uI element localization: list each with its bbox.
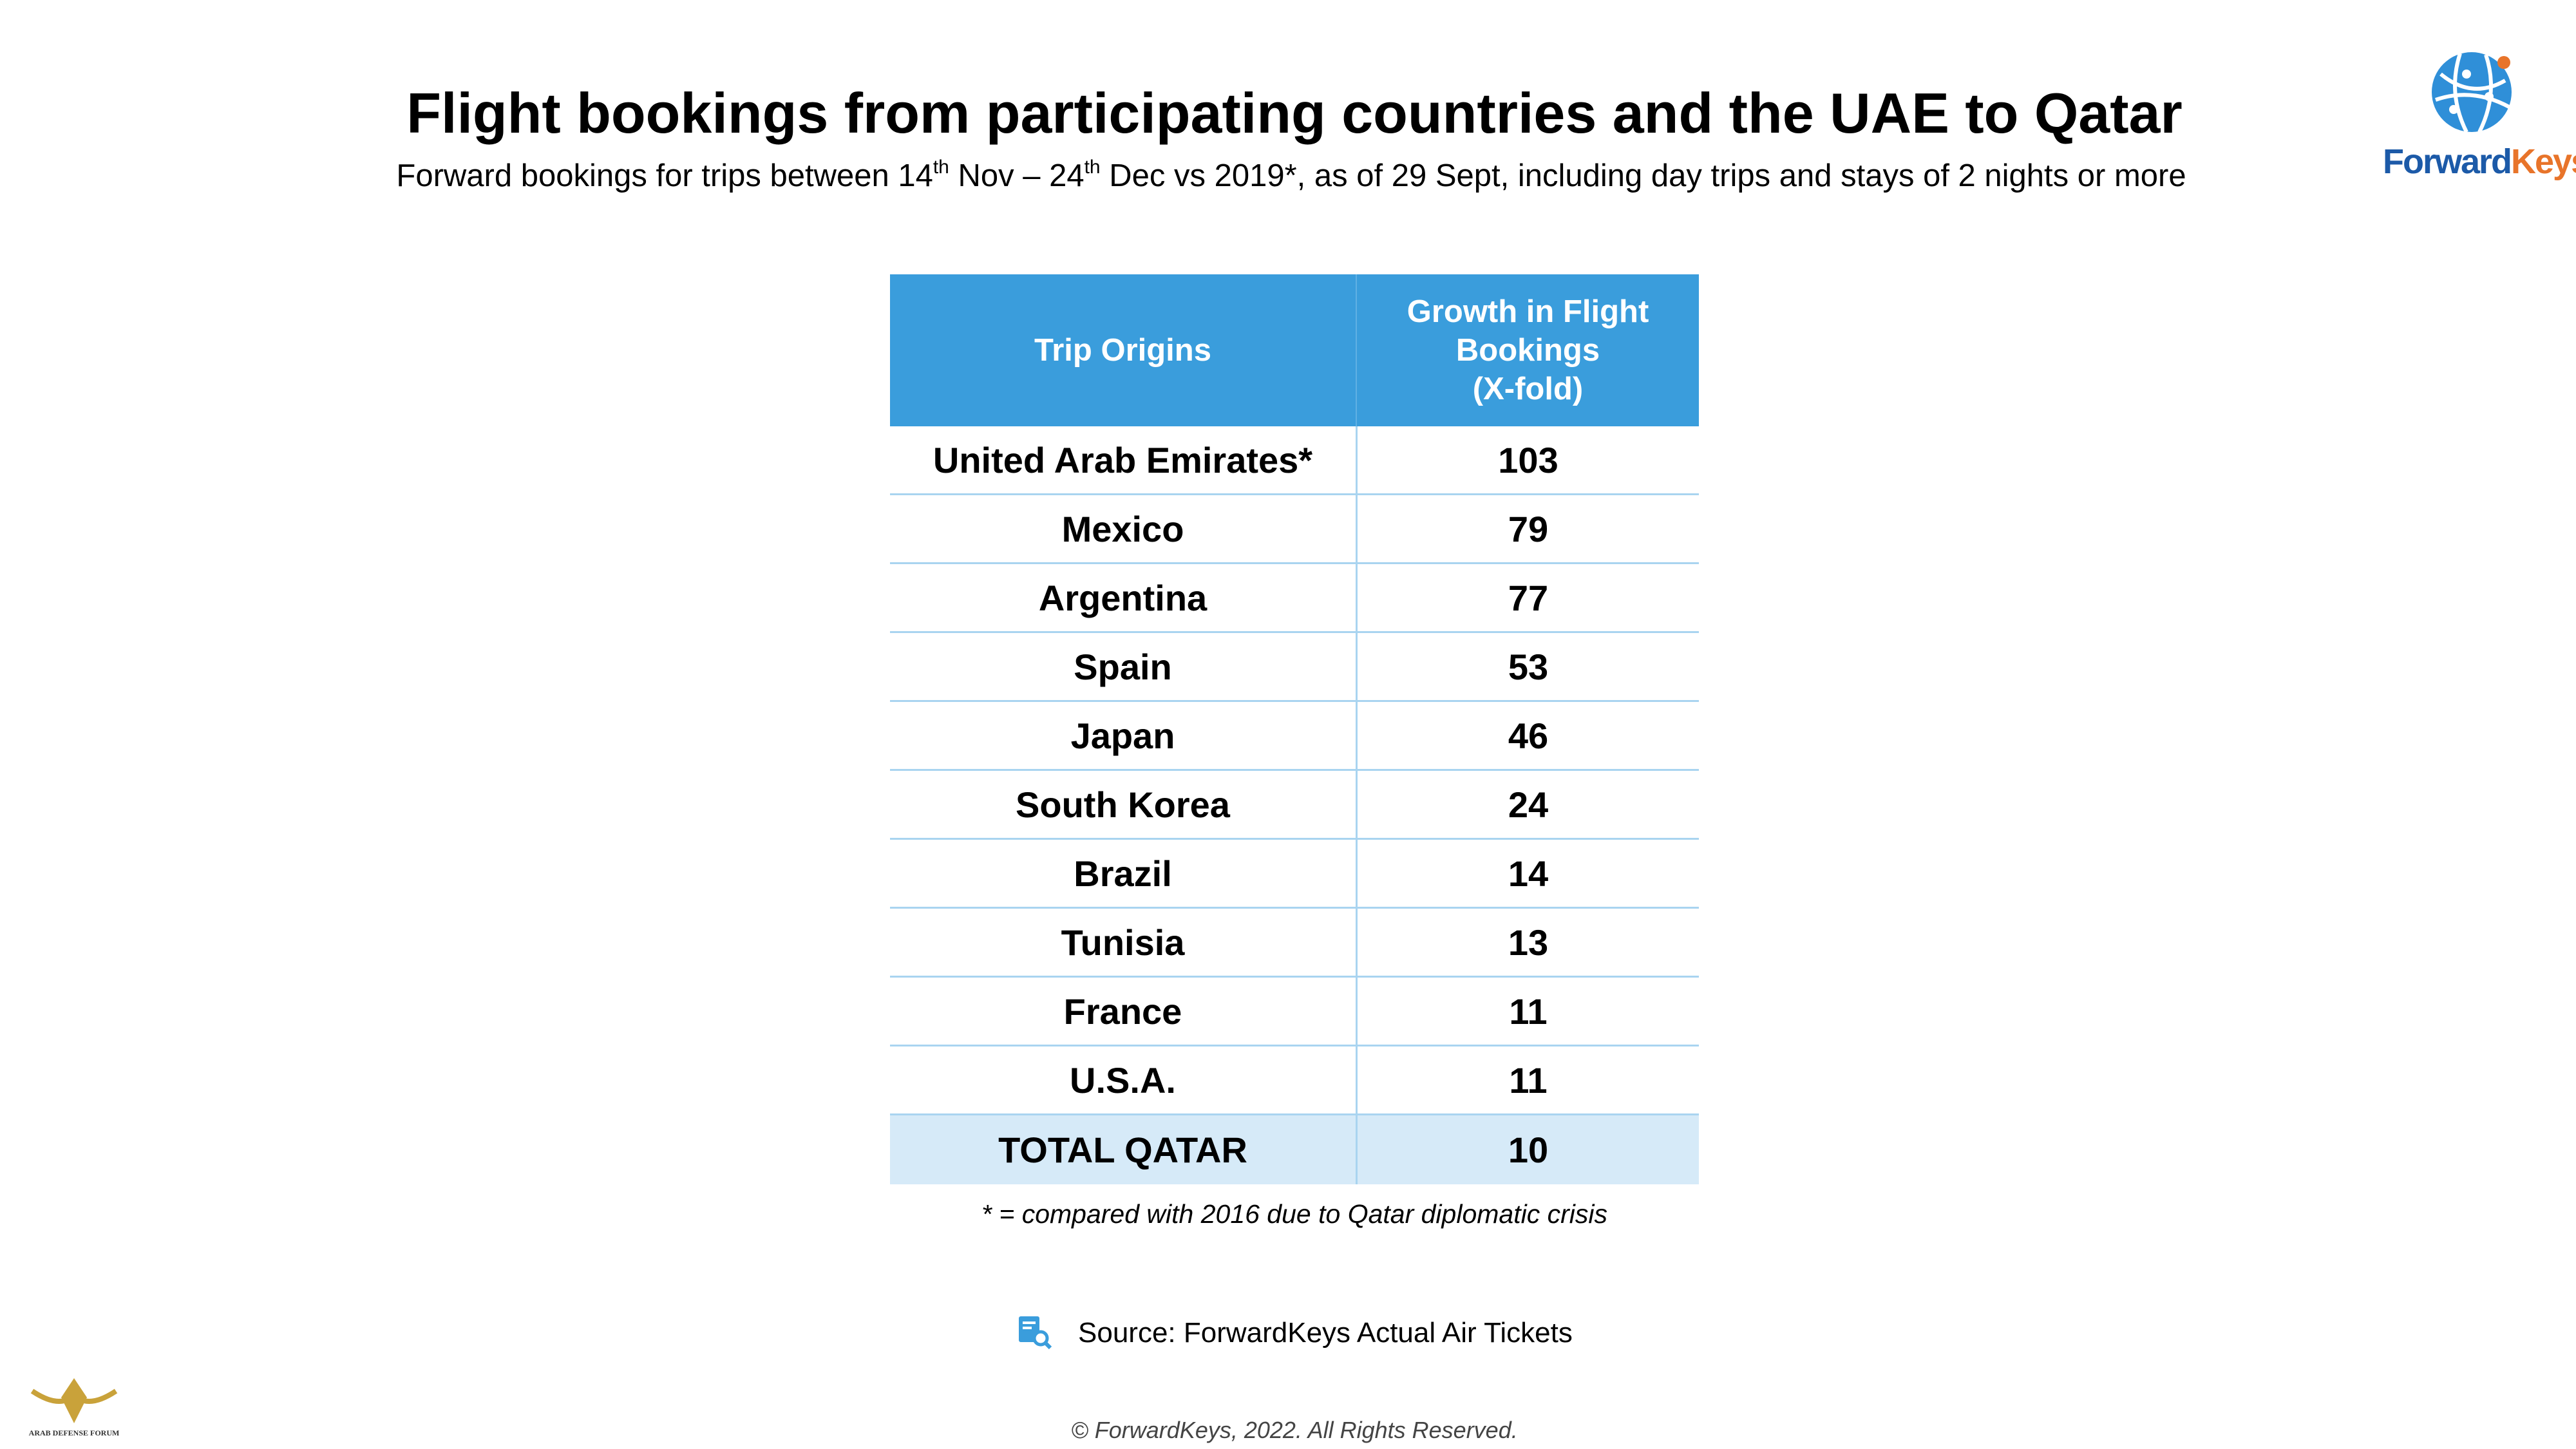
value-cell: 24 <box>1508 784 1549 825</box>
origin-cell: TOTAL QATAR <box>890 1115 1358 1184</box>
origin-cell: Tunisia <box>890 909 1358 976</box>
table: Trip Origins Growth in Flight Bookings (X-f… <box>890 274 1699 1184</box>
watermark-emblem <box>30 1378 118 1423</box>
origin-cell: South Korea <box>890 771 1358 838</box>
table-row: United Arab Emirates* 103 <box>890 426 1699 495</box>
table-row: France 11 <box>890 978 1699 1046</box>
table-row: Tunisia 13 <box>890 909 1699 978</box>
watermark: ARAB DEFENSE FORUM <box>28 1428 120 1437</box>
logo-keys: Keys <box>2511 142 2576 181</box>
subtitle-text: Dec vs 2019*, as of 29 Sept, including d… <box>1100 158 2186 193</box>
footnote: * = compared with 2016 due to Qatar dipl… <box>981 1199 1607 1229</box>
copyright: © ForwardKeys, 2022. All Rights Reserved… <box>1071 1417 1518 1443</box>
origin-cell: Spain <box>890 633 1358 700</box>
table-row: South Korea 24 <box>890 771 1699 840</box>
table-row: Japan 46 <box>890 702 1699 771</box>
logo-forward: Forward <box>2383 142 2512 181</box>
source: Source: ForwardKeys Actual Air Tickets <box>1078 1317 1573 1349</box>
value-cell: 13 <box>1508 922 1549 963</box>
table-row: U.S.A. 11 <box>890 1046 1699 1115</box>
origin-cell: Mexico <box>890 495 1358 562</box>
title: Flight bookings from participating count… <box>406 81 2183 145</box>
subtitle-text: Nov – 24 <box>949 158 1084 193</box>
value-cell: 77 <box>1508 577 1549 618</box>
value-cell: 11 <box>1509 1059 1548 1101</box>
header-line: Trip Origins <box>1034 333 1211 368</box>
header-cell: Trip Origins <box>890 274 1357 426</box>
subtitle-superscript: th <box>933 156 949 178</box>
value-cell: 53 <box>1508 646 1549 687</box>
header-line: (X-fold) <box>1472 372 1584 406</box>
origin-cell: United Arab Emirates* <box>890 426 1358 493</box>
table-row: TOTAL QATAR 10 <box>890 1115 1699 1184</box>
header-line: Growth in Flight <box>1406 294 1649 329</box>
source-icon <box>1019 1316 1052 1350</box>
origin-cell: Japan <box>890 702 1358 769</box>
value-cell: 14 <box>1508 853 1549 894</box>
origin-cell: France <box>890 978 1358 1045</box>
origin-cell: Argentina <box>890 564 1358 631</box>
table-row: Argentina 77 <box>890 564 1699 633</box>
value-cell: 103 <box>1498 439 1558 480</box>
logo-text: ForwardKeys <box>2383 142 2576 182</box>
table-row: Brazil 14 <box>890 840 1699 909</box>
table-row: Spain 53 <box>890 633 1699 702</box>
value-cell: 79 <box>1508 508 1549 549</box>
header-row: Trip Origins Growth in Flight Bookings (X-f… <box>890 274 1699 426</box>
value-cell: 11 <box>1509 990 1548 1032</box>
value-cell: 10 <box>1508 1130 1549 1170</box>
subtitle-superscript: th <box>1084 156 1101 178</box>
origin-cell: Brazil <box>890 840 1358 907</box>
value-cell: 46 <box>1508 715 1549 756</box>
subtitle-text: Forward bookings for trips between 14 <box>396 158 933 193</box>
header-line: Bookings <box>1455 333 1600 368</box>
subtitle: Forward bookings for trips between 14th … <box>0 158 2576 194</box>
logo-globe <box>2432 52 2512 133</box>
table-row: Mexico 79 <box>890 495 1699 564</box>
header-cell: Growth in Flight Bookings (X-fold) <box>1357 274 1699 426</box>
origin-cell: U.S.A. <box>890 1046 1358 1113</box>
